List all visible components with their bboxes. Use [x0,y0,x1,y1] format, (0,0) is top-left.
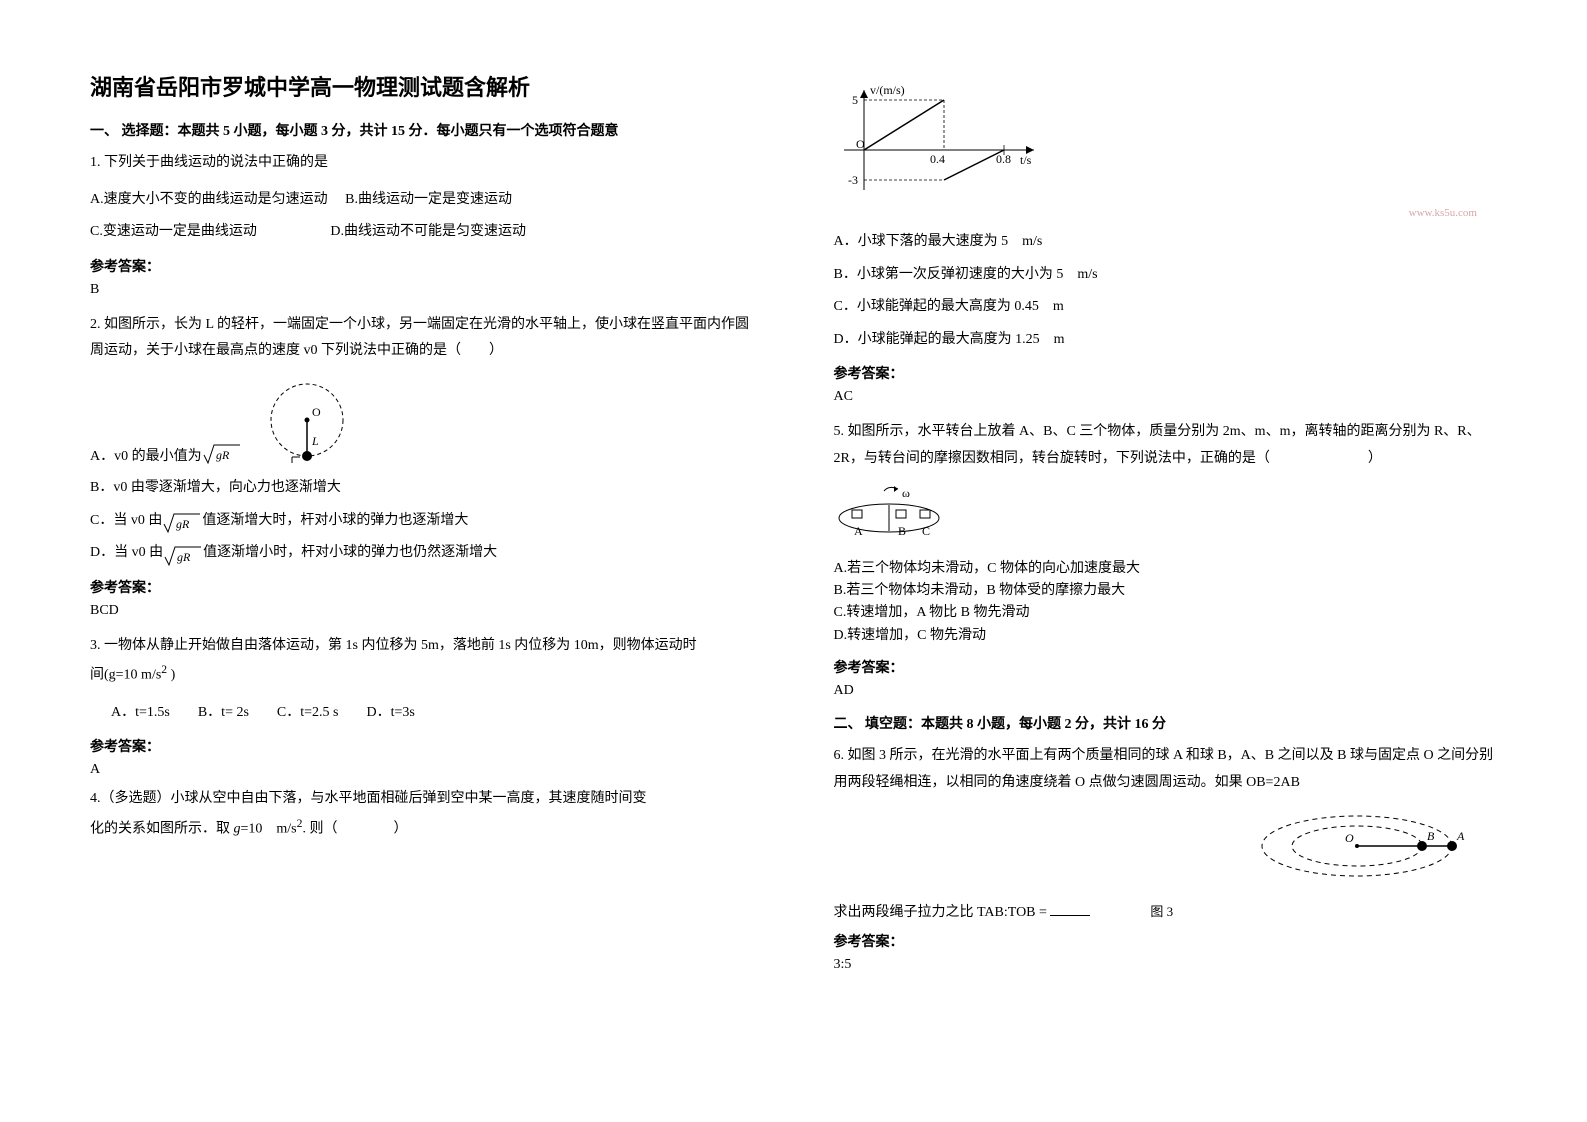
q4-graph-svg: 5 -3 O 0.4 0.8 v/(m/s) t/s [834,80,1044,200]
svg-text:gR: gR [176,517,190,531]
section2-heading: 二、 填空题：本题共 8 小题，每小题 2 分，共计 16 分 [834,713,1498,733]
q6-lO: O [1345,831,1354,845]
q5-stem: 5. 如图所示，水平转台上放着 A、B、C 三个物体，质量分别为 2m、m、m，… [834,419,1498,472]
q5-diagram: ω A B C [834,483,1498,548]
q1-optA: A.速度大小不变的曲线运动是匀速运动 [90,192,328,207]
q6-ask-pre: 求出两段绳子拉力之比 TAB:TOB = [834,905,1051,920]
q4-watermark: www.ks5u.com [834,207,1498,219]
q2-optC-post: 值逐渐增大时，杆对小球的弹力也逐渐增大 [202,508,468,535]
q4-xtick-08: 0.8 [996,152,1011,166]
q4-optC: C．小球能弹起的最大高度为 0.45 m [834,294,1498,321]
q6-ask-row: 求出两段绳子拉力之比 TAB:TOB = 图 3 [834,901,1498,921]
q4-ytick-neg3: -3 [848,173,858,187]
q2-sqrt-icon-C: gR [162,512,202,534]
q5-turntable-icon: ω A B C [834,483,954,543]
q6-lA: A [1456,829,1465,843]
q5-optA: A.若三个物体均未滑动，C 物体的向心加速度最大 [834,558,1498,580]
q2-optD: D．当 v0 由 gR 值逐渐增小时，杆对小球的弹力也仍然逐渐增大 [90,540,754,567]
q1-optC: C.变速运动一定是曲线运动 [90,224,257,239]
q2-optC-pre: C．当 v0 由 [90,508,162,535]
q4-eq: =10 m/s [241,821,297,836]
q4-xlabel: t/s [1020,153,1032,167]
q1-ans: B [90,282,754,298]
q5-optB: B.若三个物体均未滑动，B 物体受的摩擦力最大 [834,580,1498,602]
q6-ask: 求出两段绳子拉力之比 TAB:TOB = [834,901,1091,921]
q6-lB: B [1427,829,1435,843]
q3-ans: A [90,762,754,778]
q4-optD: D．小球能弹起的最大高度为 1.25 m [834,327,1498,354]
q1-opts-row1: A.速度大小不变的曲线运动是匀速运动 B.曲线运动一定是变速运动 [90,187,754,214]
q2-diagram: A．v0 的最小值为 gR O L [90,375,754,465]
q2-label-L: L [311,434,319,448]
q2-sqrt-icon-D: gR [163,545,203,567]
doc-title: 湖南省岳阳市罗城中学高一物理测试题含解析 [90,70,754,102]
page-container: 湖南省岳阳市罗城中学高一物理测试题含解析 一、 选择题：本题共 5 小题，每小题… [0,0,1587,1027]
q5-ans-label: 参考答案： [834,657,1498,677]
q5-lC: C [922,524,930,538]
q4-optA: A．小球下落的最大速度为 5 m/s [834,229,1498,256]
q4-ytick-5: 5 [852,93,858,107]
q5-optD: D.转速增加，C 物先滑动 [834,625,1498,647]
svg-text:gR: gR [177,550,191,564]
q4-stem-mid: 化的关系如图所示．取 [90,821,234,836]
q2-sqrt-icon-A: gR [202,443,242,465]
q3-stem-end: ) [167,668,175,683]
q6-diagram: O B A [834,806,1498,891]
q3-stem-post: 间(g=10 m/s [90,668,161,683]
right-column: 5 -3 O 0.4 0.8 v/(m/s) t/s www.ks5u.com … [834,70,1498,987]
q5-lA: A [854,524,863,538]
q1-optB: B.曲线运动一定是变速运动 [345,192,512,207]
q4-g: g [234,821,241,836]
q1-ans-label: 参考答案： [90,256,754,276]
q3-stem-pre: 3. 一物体从静止开始做自由落体运动，第 1s 内位移为 5m，落地前 1s 内… [90,638,697,653]
q3-opts: A．t=1.5s B．t= 2s C．t=2.5 s D．t=3s [111,700,754,727]
q6-caption: 图 3 [1150,901,1173,920]
q4-stem-post: . 则（ ） [302,821,407,836]
q2-optD-post: 值逐渐增小时，杆对小球的弹力也仍然逐渐增大 [203,540,497,567]
q4-stem-pre: 4.（多选题）小球从空中自由下落，与水平地面相碰后弹到空中某一高度，其速度随时间… [90,791,647,806]
q5-optC: C.转速增加，A 物比 B 物先滑动 [834,602,1498,624]
section1-heading: 一、 选择题：本题共 5 小题，每小题 3 分，共计 15 分．每小题只有一个选… [90,120,754,140]
q3-ans-label: 参考答案： [90,736,754,756]
q6-stem: 6. 如图 3 所示，在光滑的水平面上有两个质量相同的球 A 和球 B，A、B … [834,743,1498,796]
q2-ans: BCD [90,603,754,619]
q2-optC: C．当 v0 由 gR 值逐渐增大时，杆对小球的弹力也逐渐增大 [90,508,754,535]
q6-ans: 3:5 [834,957,1498,973]
q4-ans-label: 参考答案： [834,363,1498,383]
q1-optD: D.曲线运动不可能是匀变速运动 [330,224,526,239]
q6-blank [1050,915,1090,916]
q2-circle-diagram: O L [252,375,362,465]
q2-ans-label: 参考答案： [90,577,754,597]
q1-stem: 1. 下列关于曲线运动的说法中正确的是 [90,150,754,177]
q2-optD-pre: D．当 v0 由 [90,540,163,567]
q5-lB: B [898,524,906,538]
q4-origin: O [856,137,865,151]
q4-optB: B．小球第一次反弹初速度的大小为 5 m/s [834,262,1498,289]
q4-ans: AC [834,389,1498,405]
q1-opts-row2: C.变速运动一定是曲线运动 D.曲线运动不可能是匀变速运动 [90,219,754,246]
q6-orbit-diagram: O B A [1257,806,1497,886]
left-column: 湖南省岳阳市罗城中学高一物理测试题含解析 一、 选择题：本题共 5 小题，每小题… [90,70,754,987]
q4-xtick-04: 0.4 [930,152,945,166]
svg-text:gR: gR [216,448,230,462]
q3-stem: 3. 一物体从静止开始做自由落体运动，第 1s 内位移为 5m，落地前 1s 内… [90,633,754,690]
q4-stem: 4.（多选题）小球从空中自由下落，与水平地面相碰后弹到空中某一高度，其速度随时间… [90,786,754,843]
q4-ylabel: v/(m/s) [870,83,905,97]
q4-graph: 5 -3 O 0.4 0.8 v/(m/s) t/s www.ks5u.com [834,80,1498,219]
q5-options: A.若三个物体均未滑动，C 物体的向心加速度最大 B.若三个物体均未滑动，B 物… [834,558,1498,648]
q2-label-O: O [312,405,321,419]
q5-omega: ω [902,486,910,500]
q2-optA-pre: A．v0 的最小值为 [90,445,202,465]
q6-ans-label: 参考答案： [834,931,1498,951]
q2-stem: 2. 如图所示，长为 L 的轻杆，一端固定一个小球，另一端固定在光滑的水平轴上，… [90,312,754,365]
q2-optB: B．v0 由零逐渐增大，向心力也逐渐增大 [90,475,754,502]
q5-ans: AD [834,683,1498,699]
